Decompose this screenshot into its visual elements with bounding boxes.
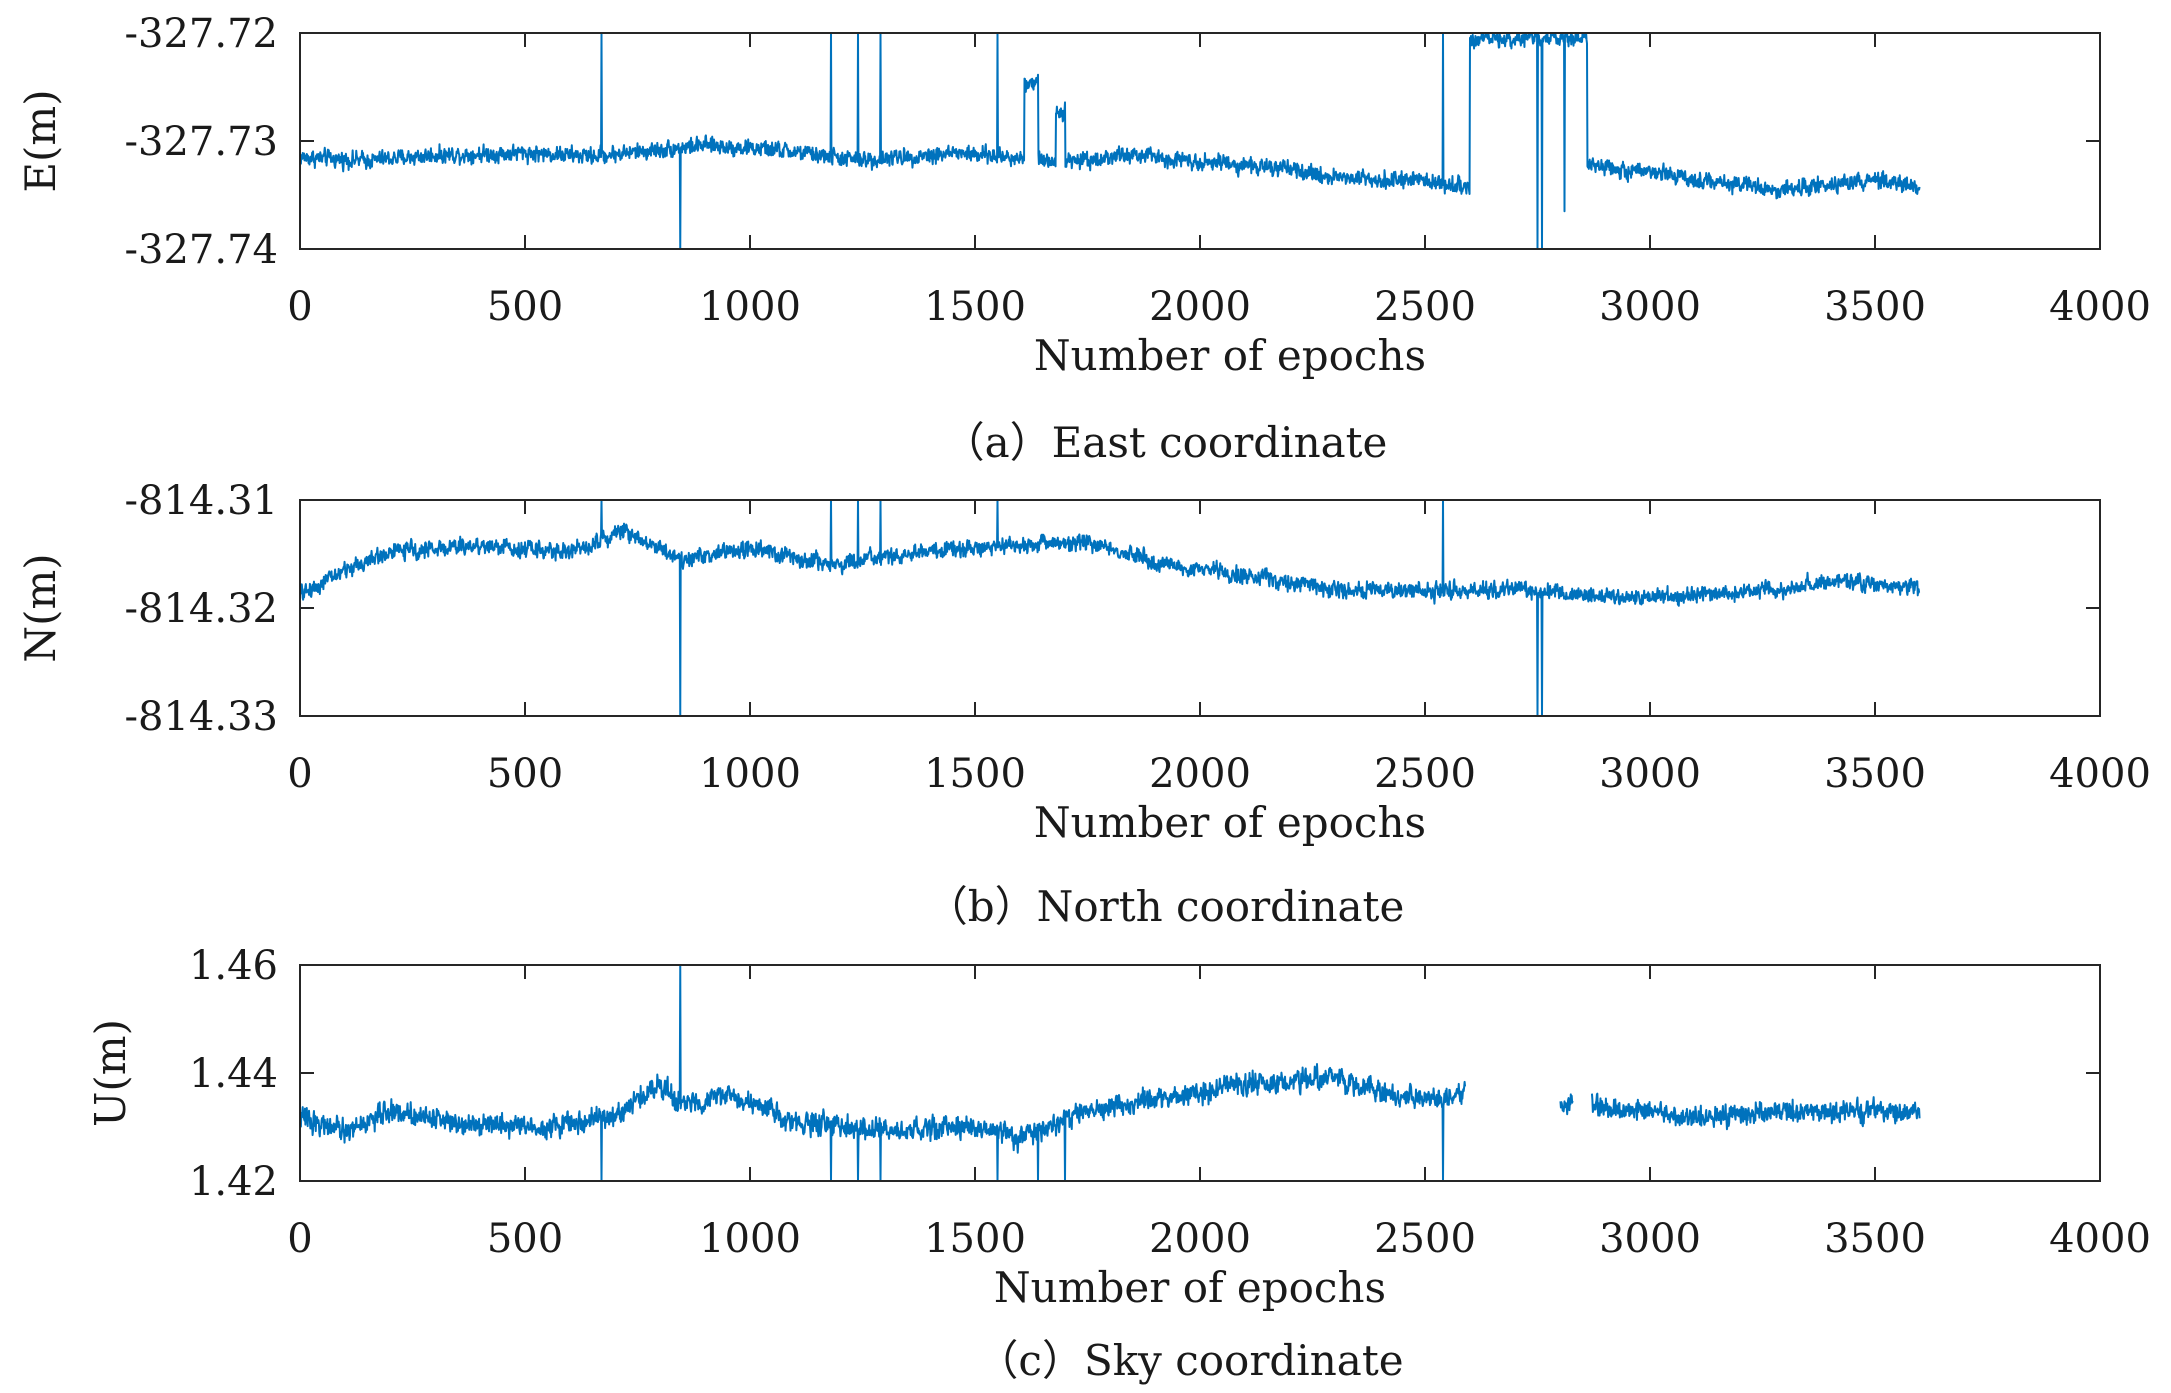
x-tick-label: 0 <box>287 284 312 330</box>
x-axis-label: Number of epochs <box>994 1263 1386 1312</box>
y-tick-label: 1.44 <box>189 1051 278 1097</box>
x-tick-label: 1000 <box>699 751 801 797</box>
y-tick-label: -814.31 <box>125 478 278 524</box>
chart-panel-sky: U(m) 1.46 1.44 1.42 0 500 1000 1500 2000… <box>86 943 2151 1385</box>
y-tick-label: 1.42 <box>189 1159 278 1205</box>
axis-frame <box>299 964 2101 1182</box>
axis-frame <box>299 32 2101 250</box>
chart-panel-east: E(m) -327.72 -327.73 -327.74 0 500 1000 … <box>16 11 2151 467</box>
plot-area-north <box>299 499 2101 717</box>
series-line-sky <box>299 964 1921 1182</box>
x-tick-label: 1000 <box>699 284 801 330</box>
y-axis-label: N(m) <box>16 553 65 662</box>
x-tick-label: 4000 <box>2049 1216 2151 1262</box>
series-line-north <box>299 499 1921 717</box>
x-tick-label: 2500 <box>1374 751 1476 797</box>
plot-area-east <box>299 32 2101 250</box>
y-tick-label: -327.73 <box>125 119 278 165</box>
y-tick-label: -814.33 <box>125 694 278 740</box>
x-tick-label: 3500 <box>1824 751 1926 797</box>
x-tick-label: 3000 <box>1599 284 1701 330</box>
x-tick-label: 3500 <box>1824 1216 1926 1262</box>
x-tick-label: 1500 <box>924 751 1026 797</box>
x-tick-label: 2500 <box>1374 1216 1476 1262</box>
x-tick-label: 500 <box>487 1216 563 1262</box>
x-tick-label: 4000 <box>2049 284 2151 330</box>
x-tick-label: 2500 <box>1374 284 1476 330</box>
x-tick-label: 4000 <box>2049 751 2151 797</box>
panel-caption: （b）North coordinate <box>926 882 1405 931</box>
x-tick-label: 1500 <box>924 1216 1026 1262</box>
x-tick-label: 3000 <box>1599 1216 1701 1262</box>
y-axis-label: U(m) <box>86 1019 135 1127</box>
x-tick-label: 2000 <box>1149 284 1251 330</box>
x-tick-label: 0 <box>287 1216 312 1262</box>
series-line-east <box>299 32 1921 250</box>
x-tick-label: 0 <box>287 751 312 797</box>
x-tick-label: 1500 <box>924 284 1026 330</box>
panel-caption: （c）Sky coordinate <box>976 1336 1403 1385</box>
chart-panel-north: N(m) -814.31 -814.32 -814.33 0 500 1000 … <box>16 478 2151 931</box>
y-tick-label: -327.74 <box>125 227 278 273</box>
y-tick-label: -327.72 <box>125 11 278 57</box>
x-axis-label: Number of epochs <box>1034 331 1426 380</box>
plot-area-sky <box>299 964 2101 1182</box>
x-tick-label: 500 <box>487 284 563 330</box>
y-tick-label: -814.32 <box>125 586 278 632</box>
x-tick-label: 3500 <box>1824 284 1926 330</box>
x-tick-label: 2000 <box>1149 751 1251 797</box>
panel-caption: （a）East coordinate <box>943 418 1388 467</box>
x-tick-label: 1000 <box>699 1216 801 1262</box>
axis-frame <box>299 499 2101 717</box>
y-axis-label: E(m) <box>16 89 65 192</box>
y-tick-label: 1.46 <box>189 943 278 989</box>
x-tick-label: 3000 <box>1599 751 1701 797</box>
x-axis-label: Number of epochs <box>1034 798 1426 847</box>
x-tick-label: 2000 <box>1149 1216 1251 1262</box>
x-tick-label: 500 <box>487 751 563 797</box>
